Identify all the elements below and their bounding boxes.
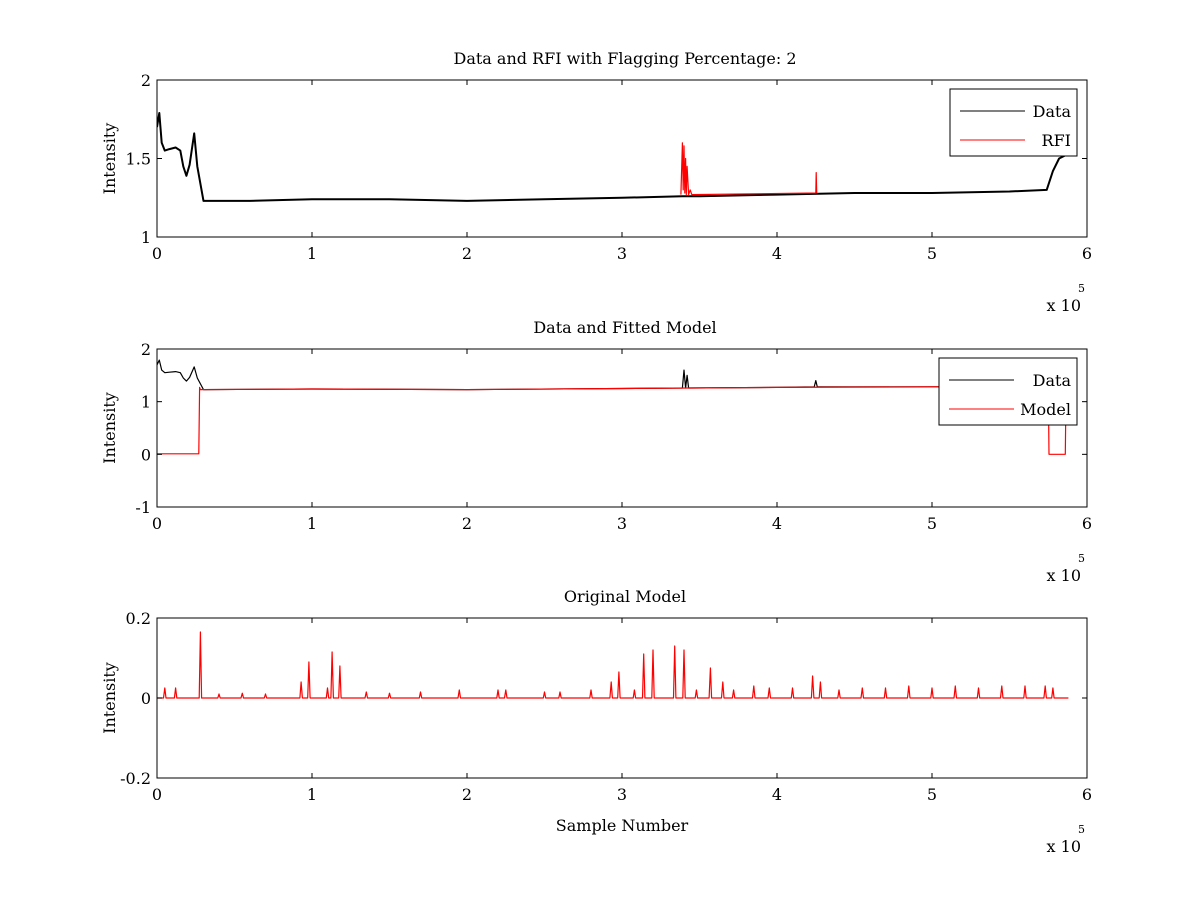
x-tick-label: 6 [1082,514,1092,533]
x-tick-label: 4 [772,514,782,533]
x-tick-label: 0 [152,514,162,533]
panel-title: Data and Fitted Model [533,318,716,337]
x-tick-label: 6 [1082,244,1092,263]
legend-label: RFI [1042,131,1071,150]
x-tick-label: 0 [152,244,162,263]
legend: Data Model [938,357,1078,426]
x-tick-label: 1 [307,244,317,263]
y-axis-label: Intensity [100,123,119,195]
x-axis-label: Sample Number [556,816,689,835]
y-tick-label: 2 [141,340,151,359]
x-tick-label: 0 [152,785,162,804]
x-tick-label: 2 [462,785,472,804]
x-tick-label: 5 [927,244,937,263]
y-tick-label: 1.5 [126,150,151,169]
x-tick-label: 2 [462,514,472,533]
x-multiplier-label: x 10 [1047,837,1081,856]
x-tick-label: 6 [1082,785,1092,804]
panel-title: Original Model [564,587,686,606]
series-model-line [157,385,1067,455]
legend-label: Data [1033,102,1072,121]
y-tick-label: 2 [141,71,151,90]
series-model-line [157,631,1069,699]
y-tick-label: -0.2 [120,769,151,788]
y-tick-label: 0.2 [126,609,151,628]
x-tick-label: 4 [772,785,782,804]
legend-box [949,88,1078,157]
legend: Data RFI [949,88,1078,157]
series-data-line [157,112,1066,202]
x-multiplier-label: x 10 [1047,566,1081,585]
y-axis-label: Intensity [100,392,119,464]
x-multiplier-exponent: 5 [1078,552,1085,565]
y-axis-label: Intensity [100,662,119,734]
panel-title: Data and RFI with Flagging Percentage: 2 [453,49,796,68]
x-tick-label: 3 [617,514,627,533]
x-tick-label: 1 [307,514,317,533]
x-tick-label: 3 [617,785,627,804]
plot-area [157,631,1069,699]
legend-label: Model [1020,400,1071,419]
y-tick-label: 1 [141,393,151,412]
x-tick-label: 2 [462,244,472,263]
y-tick-label: 1 [141,228,151,247]
x-tick-label: 5 [927,514,937,533]
series-rfi-line [680,142,818,196]
x-tick-label: 4 [772,244,782,263]
x-tick-label: 3 [617,244,627,263]
plot-area [157,112,1066,202]
y-tick-label: 0 [141,689,151,708]
x-multiplier-exponent: 5 [1078,823,1085,836]
x-multiplier-exponent: 5 [1078,282,1085,295]
x-multiplier-label: x 10 [1047,296,1081,315]
y-tick-label: -1 [135,498,151,517]
x-tick-label: 1 [307,785,317,804]
legend-box [938,357,1078,426]
y-tick-label: 0 [141,445,151,464]
plot-area [157,359,1072,455]
x-tick-label: 5 [927,785,937,804]
legend-label: Data [1033,371,1072,390]
